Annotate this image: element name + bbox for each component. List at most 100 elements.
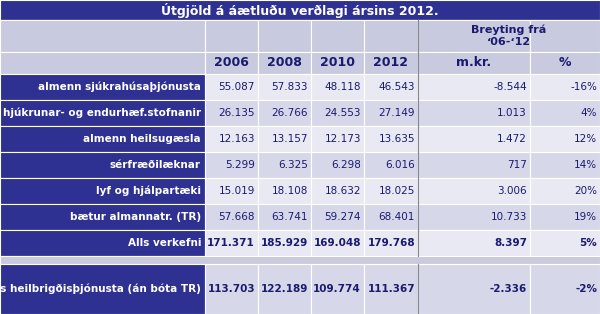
Text: almenn sjúkrahúsaþjónusta: almenn sjúkrahúsaþjónusta	[38, 82, 201, 92]
Text: 6.016: 6.016	[385, 160, 415, 170]
Bar	[0, 74, 205, 100]
Bar	[205, 204, 258, 230]
Bar	[258, 52, 311, 74]
Bar	[258, 100, 311, 126]
Bar	[311, 230, 364, 256]
Bar	[311, 74, 364, 100]
Bar	[530, 152, 600, 178]
Text: 57.668: 57.668	[218, 212, 255, 222]
Bar	[0, 264, 205, 314]
Text: 10.733: 10.733	[491, 212, 527, 222]
Text: almenn heilsugæsla: almenn heilsugæsla	[83, 134, 201, 144]
Text: 2006: 2006	[214, 57, 249, 69]
Bar	[258, 74, 311, 100]
Text: sérfræðilæknar: sérfræðilæknar	[110, 160, 201, 170]
Bar	[205, 52, 258, 74]
Text: 26.766: 26.766	[271, 108, 308, 118]
Bar	[530, 52, 600, 74]
Bar	[418, 74, 530, 100]
Text: 48.118: 48.118	[325, 82, 361, 92]
Bar	[530, 230, 600, 256]
Text: lyf og hjálpartæki: lyf og hjálpartæki	[96, 186, 201, 196]
Text: 2008: 2008	[267, 57, 302, 69]
Text: hjúkrunar- og endurhæf.stofnanir: hjúkrunar- og endurhæf.stofnanir	[3, 108, 201, 118]
Bar	[0, 152, 205, 178]
Bar	[418, 52, 530, 74]
Text: Útgjöld á áætluðu verðlagi ársins 2012.: Útgjöld á áætluðu verðlagi ársins 2012.	[161, 3, 439, 18]
Bar	[258, 178, 311, 204]
Text: 122.189: 122.189	[260, 284, 308, 294]
Bar	[0, 20, 205, 52]
Text: 717: 717	[507, 160, 527, 170]
Bar	[205, 230, 258, 256]
Text: 59.274: 59.274	[325, 212, 361, 222]
Text: 1.013: 1.013	[497, 108, 527, 118]
Text: 19%: 19%	[574, 212, 597, 222]
Bar	[530, 204, 600, 230]
Bar	[311, 264, 364, 314]
Text: 14%: 14%	[574, 160, 597, 170]
Text: 55.087: 55.087	[218, 82, 255, 92]
Text: 12%: 12%	[574, 134, 597, 144]
Text: 171.371: 171.371	[207, 238, 255, 248]
Bar	[364, 74, 418, 100]
Bar	[530, 126, 600, 152]
Bar	[418, 204, 530, 230]
Bar	[530, 264, 600, 314]
Bar	[205, 20, 258, 52]
Text: 8.397: 8.397	[494, 238, 527, 248]
Bar	[418, 20, 530, 52]
Text: 179.768: 179.768	[367, 238, 415, 248]
Bar	[205, 178, 258, 204]
Bar	[0, 100, 205, 126]
Text: 68.401: 68.401	[379, 212, 415, 222]
Bar	[0, 52, 205, 74]
Bar	[530, 178, 600, 204]
Text: 2010: 2010	[320, 57, 355, 69]
Bar	[0, 230, 205, 256]
Text: 12.173: 12.173	[325, 134, 361, 144]
Bar	[0, 256, 600, 264]
Bar	[258, 126, 311, 152]
Bar	[364, 204, 418, 230]
Text: 2012: 2012	[373, 57, 409, 69]
Bar	[0, 204, 205, 230]
Bar	[0, 178, 205, 204]
Bar	[258, 264, 311, 314]
Text: 4%: 4%	[581, 108, 597, 118]
Text: 109.774: 109.774	[313, 284, 361, 294]
Bar	[364, 178, 418, 204]
Text: 27.149: 27.149	[379, 108, 415, 118]
Bar	[418, 100, 530, 126]
Bar	[364, 152, 418, 178]
Bar	[0, 126, 205, 152]
Bar	[311, 126, 364, 152]
Bar	[205, 264, 258, 314]
Text: 18.108: 18.108	[272, 186, 308, 196]
Bar	[364, 230, 418, 256]
Text: 15.019: 15.019	[218, 186, 255, 196]
Text: 57.833: 57.833	[271, 82, 308, 92]
Bar	[0, 20, 600, 52]
Text: 169.048: 169.048	[314, 238, 361, 248]
Text: 13.157: 13.157	[271, 134, 308, 144]
Text: 18.632: 18.632	[325, 186, 361, 196]
Text: 24.553: 24.553	[325, 108, 361, 118]
Bar	[418, 230, 530, 256]
Bar	[258, 20, 311, 52]
Bar	[311, 100, 364, 126]
Text: 5%: 5%	[579, 238, 597, 248]
Text: 13.635: 13.635	[379, 134, 415, 144]
Text: -16%: -16%	[570, 82, 597, 92]
Text: bætur almannatr. (TR): bætur almannatr. (TR)	[70, 212, 201, 222]
Bar	[530, 20, 600, 52]
Bar	[530, 74, 600, 100]
Text: Alls verkefni: Alls verkefni	[128, 238, 201, 248]
Text: -8.544: -8.544	[493, 82, 527, 92]
Text: m.kr.: m.kr.	[457, 57, 491, 69]
Bar	[418, 152, 530, 178]
Bar	[205, 100, 258, 126]
Text: 113.703: 113.703	[208, 284, 255, 294]
Bar	[311, 52, 364, 74]
Bar	[0, 0, 600, 20]
